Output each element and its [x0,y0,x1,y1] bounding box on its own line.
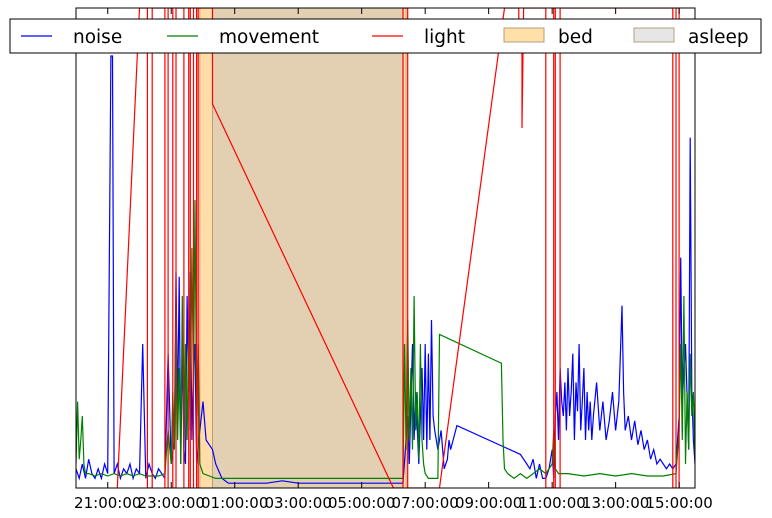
x-tick-label: 11:00:00 [518,494,585,512]
x-tick-label: 03:00:00 [265,494,332,512]
x-tick-label: 23:00:00 [138,494,205,512]
movement-legend-label: movement [219,27,319,48]
bed-legend-swatch [503,27,545,43]
asleep-legend-label: asleep [688,27,749,48]
plot-area: 21:00:0023:00:0001:00:0003:00:0005:00:00… [74,7,713,512]
x-tick-label: 09:00:00 [455,494,522,512]
plot-frame [75,7,696,489]
x-tick-label: 01:00:00 [201,494,268,512]
asleep-span [211,8,404,488]
x-tick-label: 15:00:00 [645,494,712,512]
x-axis: 21:00:0023:00:0001:00:0003:00:0005:00:00… [74,8,713,512]
asleep-legend-swatch [633,27,675,43]
x-tick-label: 07:00:00 [391,494,458,512]
x-tick-label: 21:00:00 [74,494,141,512]
x-tick-label: 05:00:00 [328,494,395,512]
bed-legend-label: bed [558,27,593,48]
noise-legend-label: noise [73,27,122,48]
legend: noise movement light bed asleep [9,18,762,54]
x-tick-label: 13:00:00 [582,494,649,512]
light-legend-label: light [424,27,465,48]
bed-span [199,8,407,488]
